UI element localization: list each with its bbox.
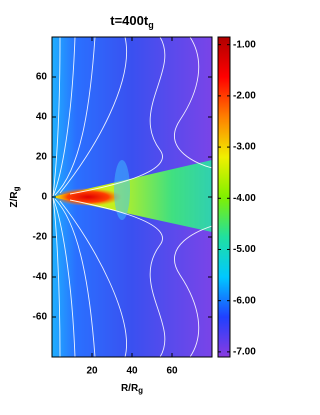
colorbar-tick-label: -6.00 <box>233 295 256 306</box>
y-tick-label: 0 <box>41 192 47 203</box>
x-tick-label: 20 <box>86 366 98 377</box>
y-tick-label: 60 <box>36 72 48 83</box>
colorbar-tick-label: -2.00 <box>233 91 256 102</box>
y-tick-label: -60 <box>33 312 48 323</box>
y-tick-label: -20 <box>33 232 48 243</box>
y-tick-label: 40 <box>36 112 48 123</box>
y-tick-label: 20 <box>36 152 48 163</box>
colorbar-tick-label: -5.00 <box>233 244 256 255</box>
x-tick-label: 60 <box>166 366 178 377</box>
chart: t=400tg R/Rg Z/Rg 20 40 60 -60 -40 -20 0 20 40 60… <box>9 13 257 395</box>
colorbar-tick-label: -1.00 <box>233 39 256 50</box>
x-axis-label: R/Rg <box>121 383 143 395</box>
colorbar-tick-label: -3.00 <box>233 142 256 153</box>
x-tick-label: 40 <box>126 366 138 377</box>
colorbar-tick-label: -7.00 <box>233 347 256 358</box>
y-tick-label: -40 <box>33 272 48 283</box>
chart-title: t=400tg <box>110 13 153 30</box>
heatmap <box>52 37 212 357</box>
y-axis-label: Z/Rg <box>9 186 21 207</box>
colorbar <box>217 36 231 358</box>
colorbar-tick-label: -4.00 <box>233 193 256 204</box>
